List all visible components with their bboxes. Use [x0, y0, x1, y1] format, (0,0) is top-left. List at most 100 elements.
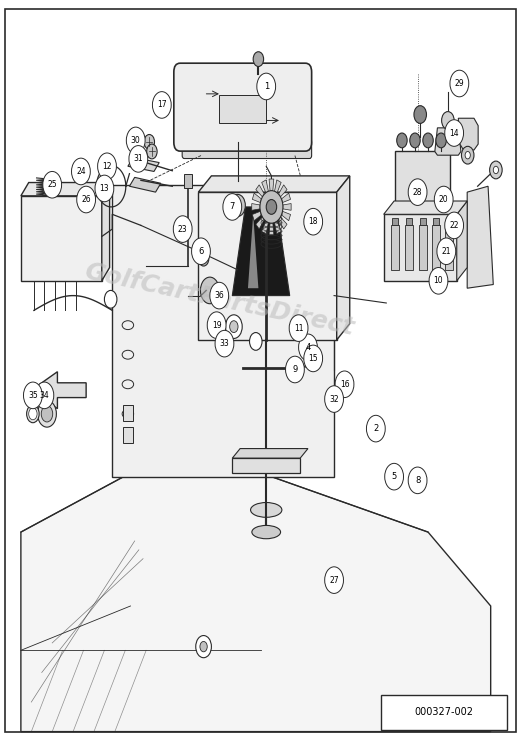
Text: 14: 14 — [449, 129, 459, 137]
Circle shape — [196, 239, 206, 254]
Polygon shape — [275, 180, 281, 193]
Circle shape — [397, 133, 407, 148]
Polygon shape — [256, 185, 264, 197]
Text: 13: 13 — [100, 184, 109, 193]
Bar — [393, 249, 402, 262]
Bar — [184, 174, 192, 188]
Polygon shape — [279, 185, 287, 197]
Bar — [381, 695, 507, 730]
Circle shape — [490, 161, 502, 179]
Circle shape — [35, 382, 54, 409]
Polygon shape — [279, 217, 287, 229]
Text: 35: 35 — [28, 391, 38, 400]
Polygon shape — [198, 176, 350, 192]
Text: 33: 33 — [220, 339, 229, 348]
Text: GolfCartPartsDirect: GolfCartPartsDirect — [82, 259, 357, 340]
Circle shape — [98, 153, 116, 180]
Text: 8: 8 — [415, 476, 420, 485]
Polygon shape — [21, 473, 491, 732]
Polygon shape — [252, 203, 260, 211]
Text: 9: 9 — [292, 365, 298, 374]
Polygon shape — [389, 236, 462, 251]
Circle shape — [299, 334, 317, 361]
Polygon shape — [31, 372, 86, 409]
Text: 25: 25 — [48, 180, 57, 189]
Text: 7: 7 — [230, 202, 235, 211]
Polygon shape — [129, 177, 161, 192]
Polygon shape — [252, 193, 262, 202]
Text: 16: 16 — [340, 380, 349, 389]
Bar — [420, 218, 426, 225]
Polygon shape — [283, 203, 291, 211]
Circle shape — [223, 194, 242, 220]
Polygon shape — [467, 186, 493, 288]
Circle shape — [408, 467, 427, 494]
Text: 34: 34 — [40, 391, 49, 400]
Circle shape — [461, 146, 474, 164]
Polygon shape — [262, 180, 268, 193]
Polygon shape — [281, 193, 291, 202]
Text: 24: 24 — [76, 167, 86, 176]
Circle shape — [72, 158, 90, 185]
Text: 32: 32 — [329, 395, 339, 403]
Text: 5: 5 — [392, 472, 397, 481]
Circle shape — [147, 144, 157, 159]
Polygon shape — [337, 176, 350, 340]
Polygon shape — [252, 211, 262, 221]
Text: 2: 2 — [373, 424, 378, 433]
Polygon shape — [269, 179, 274, 191]
Circle shape — [414, 106, 426, 123]
Bar — [123, 427, 133, 443]
Circle shape — [325, 567, 343, 593]
Circle shape — [129, 146, 148, 172]
Circle shape — [410, 133, 420, 148]
Polygon shape — [435, 128, 461, 155]
Circle shape — [29, 408, 37, 420]
Circle shape — [408, 179, 427, 205]
Circle shape — [23, 382, 42, 409]
Bar — [406, 218, 412, 225]
Circle shape — [215, 330, 234, 357]
Bar — [419, 225, 427, 270]
Circle shape — [95, 175, 114, 202]
Text: 1: 1 — [264, 82, 269, 91]
Circle shape — [429, 268, 448, 294]
Circle shape — [230, 321, 238, 333]
Polygon shape — [248, 214, 258, 288]
Polygon shape — [275, 221, 281, 234]
Circle shape — [465, 151, 470, 159]
Text: 28: 28 — [413, 188, 422, 197]
Circle shape — [253, 52, 264, 67]
Bar — [433, 218, 439, 225]
Circle shape — [210, 282, 229, 309]
Circle shape — [196, 636, 211, 658]
Bar — [123, 405, 133, 421]
Circle shape — [27, 405, 39, 423]
FancyBboxPatch shape — [182, 140, 312, 159]
Circle shape — [152, 92, 171, 118]
Circle shape — [450, 70, 469, 97]
Text: 000327-002: 000327-002 — [414, 707, 474, 718]
Circle shape — [436, 133, 446, 148]
Bar — [198, 192, 337, 340]
Bar — [432, 225, 440, 270]
Text: 17: 17 — [157, 101, 167, 109]
Ellipse shape — [251, 503, 282, 517]
Text: 19: 19 — [212, 321, 221, 330]
Ellipse shape — [252, 525, 281, 539]
Text: 11: 11 — [294, 324, 303, 333]
Polygon shape — [21, 183, 110, 196]
Text: 22: 22 — [449, 221, 459, 230]
Bar — [392, 218, 398, 225]
Circle shape — [445, 120, 464, 146]
Circle shape — [289, 315, 308, 341]
Text: 26: 26 — [81, 195, 91, 204]
Text: 29: 29 — [455, 79, 464, 88]
Text: 10: 10 — [434, 276, 443, 285]
Text: 27: 27 — [329, 576, 339, 585]
Circle shape — [304, 345, 323, 372]
Polygon shape — [256, 217, 264, 229]
Circle shape — [445, 212, 464, 239]
Text: 4: 4 — [305, 343, 311, 352]
Polygon shape — [128, 157, 159, 171]
